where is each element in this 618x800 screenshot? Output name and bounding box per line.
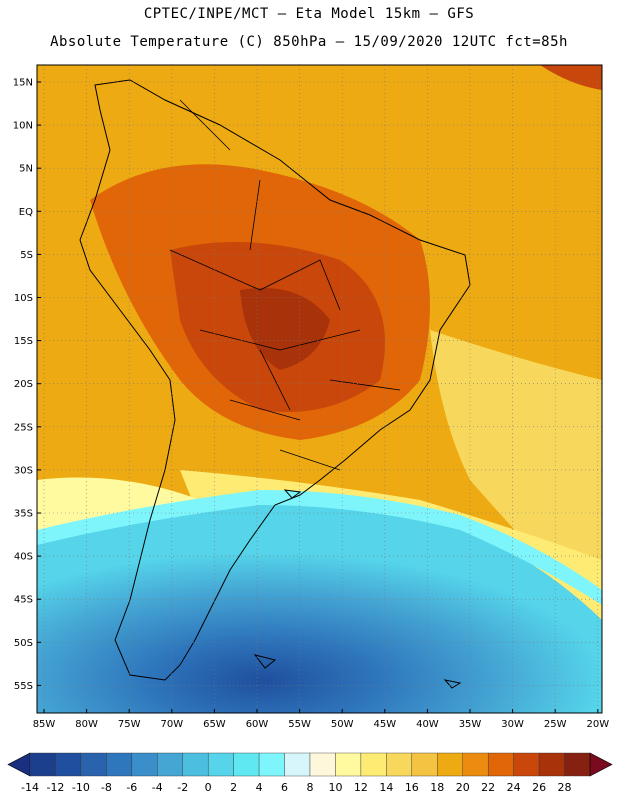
lat-tick-label: 10S [14, 293, 33, 304]
colorbar-label: 8 [307, 781, 314, 794]
chart-title-line-1: CPTEC/INPE/MCT – Eta Model 15km – GFS [143, 6, 475, 22]
lat-tick-label: 40S [14, 552, 33, 563]
colorbar-box [564, 752, 591, 777]
colorbar-label: 4 [256, 781, 263, 794]
colorbar-label: 24 [507, 781, 521, 794]
lat-tick-label: 20S [14, 379, 33, 390]
colorbar-label: 12 [354, 781, 368, 794]
hottest-core-region [240, 288, 330, 370]
lon-tick-label: 75W [118, 719, 141, 730]
cold-front-edge [37, 490, 602, 605]
colorbar-label: -14 [21, 781, 39, 794]
lat-tick-label: 35S [14, 509, 33, 520]
lat-tick-label: 15N [13, 78, 33, 89]
colorbar: -14 -12 -10 -8 -6 -4 -2 0 2 4 6 8 10 12 14 16 18 20 22 24 26… [7, 752, 613, 794]
colorbar-label: 18 [430, 781, 444, 794]
colorbar-label: 26 [532, 781, 546, 794]
chart-title-line-2: Absolute Temperature (C) 850hPa – 15/09/… [50, 34, 568, 50]
colorbar-label: 10 [328, 781, 342, 794]
grid-lines [37, 65, 602, 713]
colorbar-label: -12 [46, 781, 64, 794]
lat-tick-label: 25S [14, 422, 33, 433]
colorbar-box [157, 752, 183, 777]
colorbar-box [462, 752, 489, 777]
map-field [37, 65, 602, 713]
colorbar-box [437, 752, 463, 777]
colorbar-label: 6 [281, 781, 288, 794]
colorbar-box [80, 752, 107, 777]
lat-tick-label: 10N [13, 121, 33, 132]
lon-tick-label: 80W [75, 719, 98, 730]
colorbar-box [335, 752, 362, 777]
lat-tick-label: 5S [20, 250, 33, 261]
colorbar-label: 20 [456, 781, 470, 794]
colorbar-box [309, 752, 336, 777]
colorbar-over-arrow [589, 752, 613, 777]
lon-tick-label: 85W [33, 719, 56, 730]
lon-tick-label: 60W [246, 719, 269, 730]
temperature-map: 15N 10N 5N EQ 5S 10S 15S 20S 25S 30S 35S 40S 45S 50S 5… [13, 64, 609, 730]
continent-outline [79, 79, 471, 681]
lon-tick-label: 50W [331, 719, 354, 730]
colorbar-box [55, 752, 82, 777]
lon-tick-label: 70W [160, 719, 183, 730]
lon-tick-label: 25W [544, 719, 567, 730]
lon-tick-label: 20W [586, 719, 609, 730]
colorbar-label: 22 [481, 781, 495, 794]
colorbar-labels: -14 -12 -10 -8 -6 -4 -2 0 2 4 6 8 10 12 14 16 18 20 22 24 26… [21, 781, 572, 794]
lat-tick-label: EQ [19, 207, 33, 218]
colorbar-box [538, 752, 565, 777]
lat-tick-label: 30S [14, 465, 33, 476]
colorbar-box [106, 752, 133, 777]
colorbar-label: 28 [558, 781, 572, 794]
colorbar-box [386, 752, 413, 777]
lon-tick-label: 55W [288, 719, 311, 730]
northeast-hot-spot [540, 65, 602, 90]
lon-tick-label: 30W [501, 719, 524, 730]
lat-tick-label: 55S [14, 681, 33, 692]
colorbar-label: 0 [205, 781, 212, 794]
colorbar-label: 14 [379, 781, 393, 794]
colorbar-box [513, 752, 540, 777]
colorbar-label: -10 [72, 781, 90, 794]
lon-tick-label: 45W [373, 719, 396, 730]
lat-tick-label: 45S [14, 595, 33, 606]
colorbar-box [182, 752, 209, 777]
longitude-axis: 85W 80W 75W 70W 65W 60W 55W 50W 45W 40W 35W 30W 25W 2… [33, 709, 609, 730]
colorbar-boxes [7, 752, 613, 777]
colorbar-label: -8 [101, 781, 112, 794]
colorbar-box [131, 752, 158, 777]
map-frame [36, 64, 603, 714]
lon-tick-label: 40W [416, 719, 439, 730]
lon-tick-label: 35W [459, 719, 482, 730]
cold-air-region [37, 499, 602, 713]
colorbar-label: -6 [126, 781, 137, 794]
colorbar-box [207, 752, 234, 777]
lon-tick-label: 65W [203, 719, 226, 730]
colorbar-label: -4 [152, 781, 163, 794]
colorbar-box [284, 752, 311, 777]
lat-tick-label: 50S [14, 638, 33, 649]
colorbar-box [360, 752, 387, 777]
colorbar-box [258, 752, 285, 777]
colorbar-box [411, 752, 438, 777]
latitude-axis: 15N 10N 5N EQ 5S 10S 15S 20S 25S 30S 35S 40S 45S 50S 5… [13, 78, 41, 692]
colorbar-under-arrow [7, 752, 31, 777]
colorbar-label: -2 [177, 781, 188, 794]
lat-tick-label: 5N [19, 164, 33, 175]
colorbar-label: 2 [230, 781, 237, 794]
colorbar-box [487, 752, 514, 777]
lat-tick-label: 15S [14, 336, 33, 347]
colorbar-box [29, 752, 56, 777]
islands [253, 489, 462, 689]
colorbar-box [233, 752, 260, 777]
colorbar-label: 16 [405, 781, 419, 794]
